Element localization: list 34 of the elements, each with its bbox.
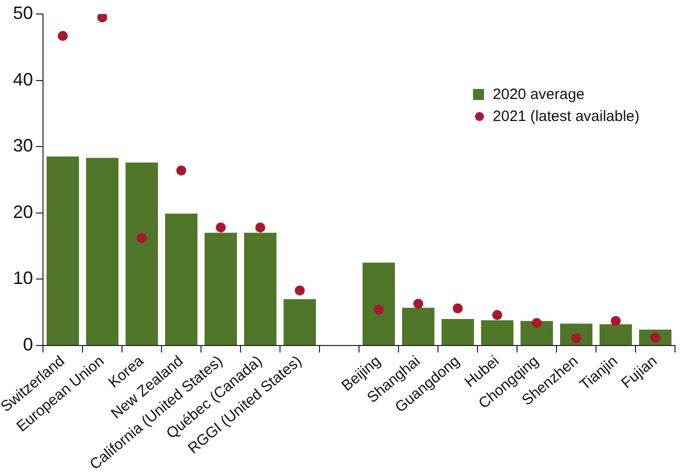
point [294, 285, 305, 296]
bar [126, 162, 158, 345]
point [255, 222, 266, 232]
y-tick-label: 20 [12, 202, 34, 222]
point [452, 303, 463, 314]
bar [442, 318, 474, 345]
y-tick-label: 40 [12, 69, 34, 90]
y-tick-label: 0 [23, 334, 34, 354]
point [532, 318, 542, 328]
y-tick-label: 50 [12, 2, 34, 23]
point [374, 304, 384, 315]
bar [165, 214, 198, 345]
y-tick-label: 30 [12, 136, 34, 156]
point [58, 30, 68, 41]
point [216, 222, 226, 232]
bar [204, 232, 237, 345]
bar [600, 324, 632, 345]
bar [46, 156, 79, 345]
bar [362, 262, 395, 345]
bar [244, 232, 276, 345]
point [176, 165, 186, 176]
y-tick-label: 10 [12, 268, 34, 288]
point [413, 298, 424, 309]
point [610, 316, 621, 326]
bar [284, 299, 316, 345]
legend-label: 2020 average [492, 84, 585, 105]
bar [481, 320, 514, 345]
legend-label: 2021 (latest available) [492, 106, 640, 127]
bar [520, 320, 553, 345]
point [136, 233, 147, 244]
bar [402, 308, 434, 345]
point [97, 14, 108, 22]
point [492, 310, 502, 320]
bar [86, 158, 118, 345]
